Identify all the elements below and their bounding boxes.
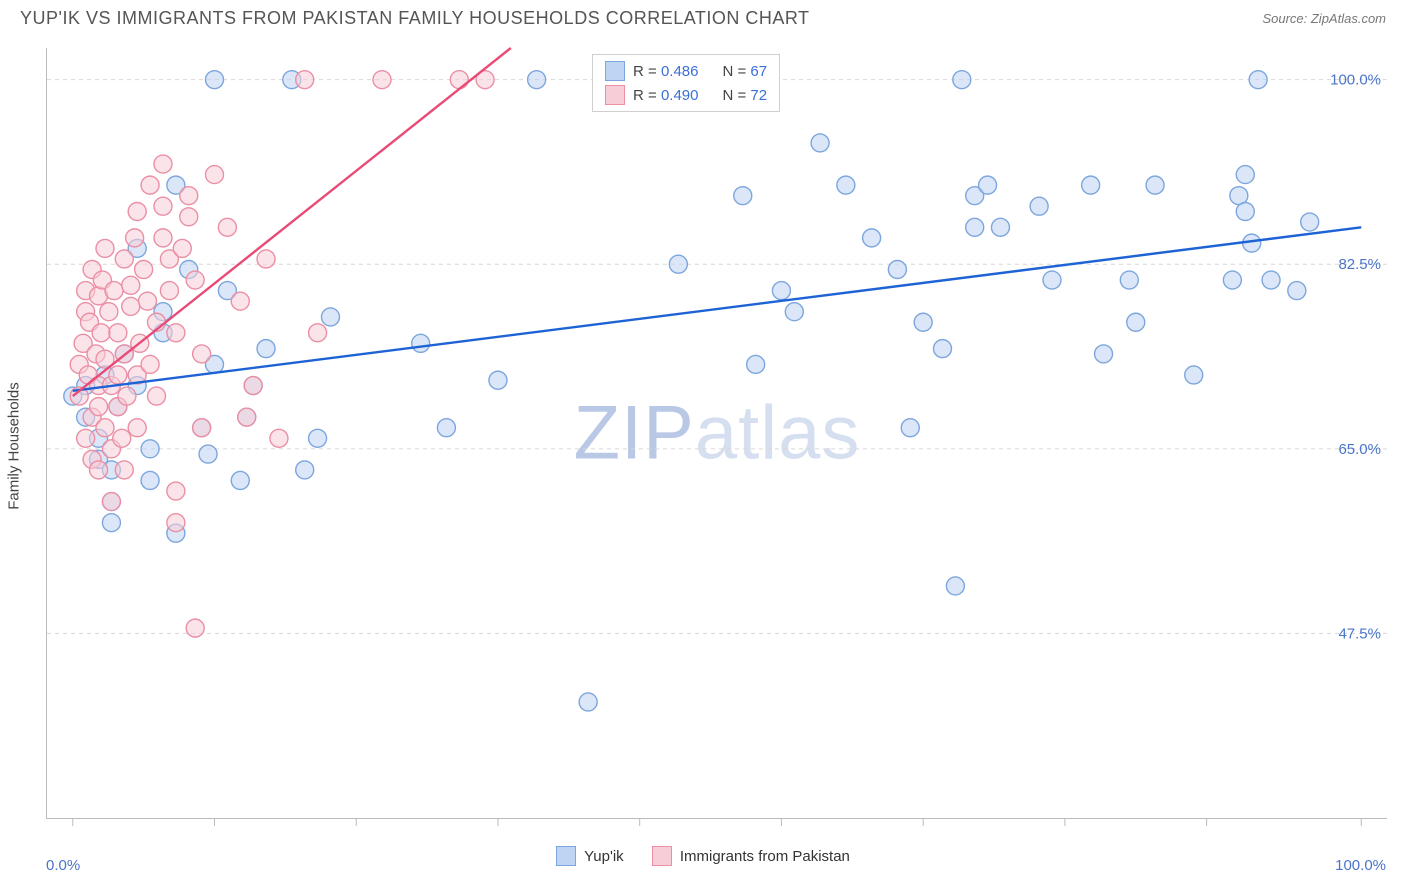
svg-text:47.5%: 47.5% <box>1338 625 1381 642</box>
scatter-svg: 47.5% 65.0% 82.5% 100.0% <box>47 48 1387 818</box>
n-label-2: N = 72 <box>722 87 767 104</box>
y-axis-title: Family Households <box>6 382 23 510</box>
svg-text:82.5%: 82.5% <box>1338 256 1381 273</box>
swatch-series1 <box>605 61 625 81</box>
n-value-2: 72 <box>750 87 767 104</box>
r-value-1: 0.486 <box>661 63 699 80</box>
plot-area: ZIPatlas 47.5%65.0%82.5%100.0% R = 0.486… <box>46 48 1387 819</box>
svg-text:100.0%: 100.0% <box>1330 72 1381 89</box>
legend-label-1: Yup'ik <box>584 848 624 865</box>
legend-swatch-2 <box>652 846 672 866</box>
stats-legend: R = 0.486 N = 67 R = 0.490 N = 72 <box>592 54 780 112</box>
stats-row-1: R = 0.486 N = 67 <box>605 59 767 83</box>
series-legend: Yup'ik Immigrants from Pakistan <box>0 846 1406 870</box>
legend-item-2: Immigrants from Pakistan <box>652 846 850 866</box>
swatch-series2 <box>605 85 625 105</box>
stats-row-2: R = 0.490 N = 72 <box>605 83 767 107</box>
source-credit: Source: ZipAtlas.com <box>1262 11 1386 26</box>
r-label-2: R = 0.490 <box>633 87 698 104</box>
n-value-1: 67 <box>750 63 767 80</box>
r-value-2: 0.490 <box>661 87 699 104</box>
svg-text:65.0%: 65.0% <box>1338 441 1381 458</box>
legend-label-2: Immigrants from Pakistan <box>680 848 850 865</box>
chart-title: YUP'IK VS IMMIGRANTS FROM PAKISTAN FAMIL… <box>20 8 810 29</box>
legend-item-1: Yup'ik <box>556 846 624 866</box>
r-label-1: R = 0.486 <box>633 63 698 80</box>
legend-swatch-1 <box>556 846 576 866</box>
header: YUP'IK VS IMMIGRANTS FROM PAKISTAN FAMIL… <box>0 0 1406 33</box>
n-label-1: N = 67 <box>722 63 767 80</box>
